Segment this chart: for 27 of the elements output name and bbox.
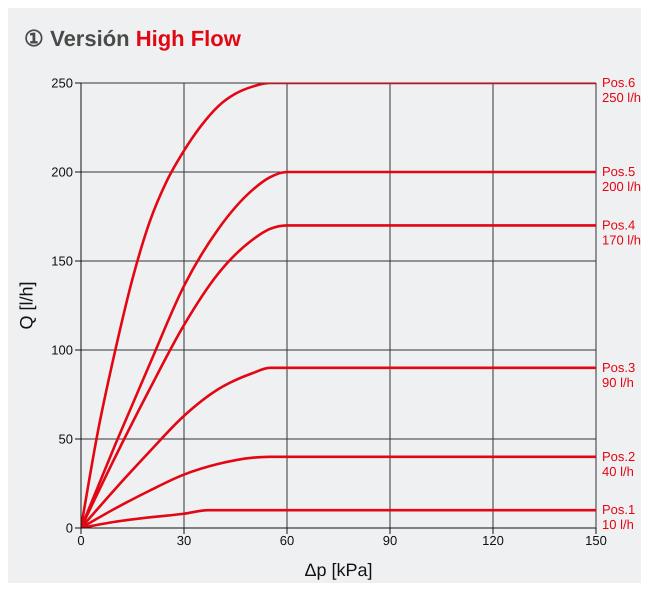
text: 90 l/h bbox=[602, 374, 634, 390]
text: 10 l/h bbox=[602, 517, 634, 532]
text: 40 l/h bbox=[602, 464, 634, 479]
y-tick-label: 150 bbox=[51, 254, 73, 269]
series-label: Pos.2 bbox=[602, 448, 636, 464]
y-tick-label: 250 bbox=[51, 76, 73, 91]
series-label: Pos.4 bbox=[602, 217, 636, 232]
text: 200 l/h bbox=[602, 179, 642, 194]
chart-title: ① Versión High Flow bbox=[24, 26, 241, 51]
series-label: Pos.6 bbox=[602, 75, 636, 90]
series-label: Pos.1 bbox=[602, 502, 636, 518]
x-tick-label: 120 bbox=[482, 533, 504, 548]
y-tick-label: 50 bbox=[58, 432, 73, 447]
series-label: Pos.5 bbox=[602, 164, 636, 179]
text: 250 l/h bbox=[602, 90, 642, 105]
y-tick-label: 0 bbox=[66, 520, 73, 536]
series-label: Pos.3 bbox=[602, 360, 636, 375]
x-tick-label: 90 bbox=[382, 533, 398, 548]
x-axis-title: Δp [kPa] bbox=[304, 560, 373, 580]
x-tick-label: 150 bbox=[585, 533, 607, 548]
y-axis-title: Q [l/h] bbox=[16, 281, 36, 330]
y-tick-label: 200 bbox=[51, 164, 73, 180]
y-tick-label: 100 bbox=[51, 342, 73, 358]
text: 170 l/h bbox=[602, 232, 642, 248]
x-tick-label: 0 bbox=[77, 533, 85, 548]
x-tick-label: 60 bbox=[280, 533, 294, 548]
x-tick-label: 30 bbox=[176, 533, 192, 548]
